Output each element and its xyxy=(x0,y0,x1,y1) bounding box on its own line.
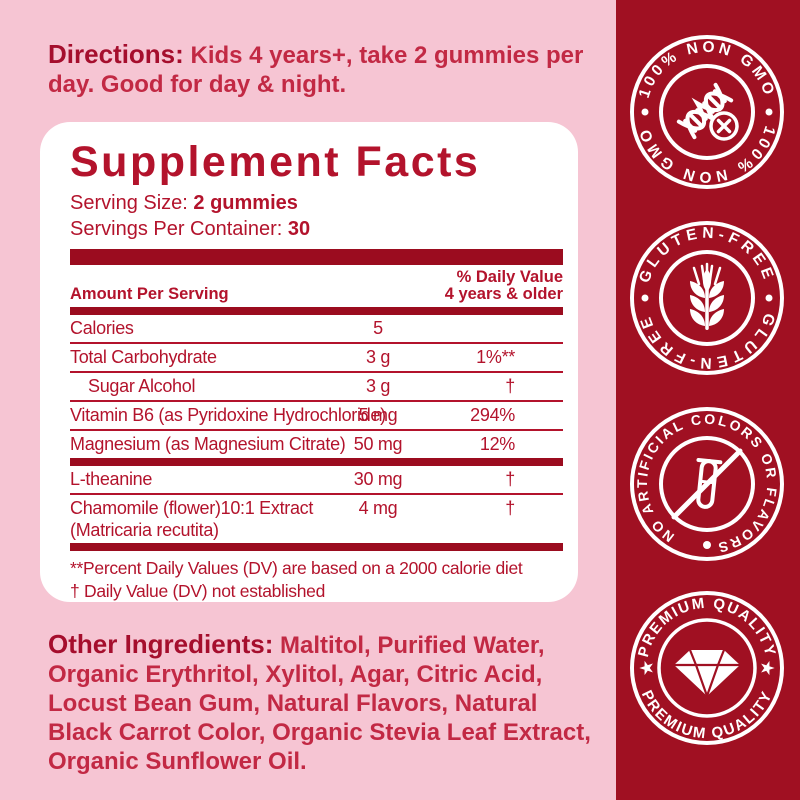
servings-per-container-line: Servings Per Container: 30 xyxy=(70,217,548,241)
serving-size-line: Serving Size: 2 gummies xyxy=(70,191,548,215)
servings-value: 30 xyxy=(287,218,311,240)
servings-label: Servings Per Container: xyxy=(70,218,283,240)
badge-no-artificial: NO ARTIFICIAL COLORS OR FLAVORS xyxy=(627,404,787,564)
fact-row: Calories 5 xyxy=(70,318,383,338)
col-daily-value: % Daily Value 4 years & older xyxy=(444,268,563,303)
footnote-dagger: † Daily Value (DV) not established xyxy=(70,581,326,601)
fact-row: Magnesium (as Magnesium Citrate) 50 mg 12% xyxy=(70,434,515,454)
fact-row: L-theanine 30 mg † xyxy=(70,469,515,489)
svg-text:PREMIUM QUALITY: PREMIUM QUALITY xyxy=(635,595,779,659)
row-separator xyxy=(70,371,563,373)
no-artificial-test-tube-icon: NO ARTIFICIAL COLORS OR FLAVORS xyxy=(630,407,784,561)
row-separator xyxy=(70,493,563,495)
fact-row: Sugar Alcohol 3 g † xyxy=(88,376,515,396)
row-separator xyxy=(70,458,563,466)
non-gmo-dna-icon: 100% NON GMO 100% NON GMO xyxy=(630,35,784,189)
col-amount-per-serving: Amount Per Serving xyxy=(70,285,229,303)
fact-row: Total Carbohydrate 3 g 1%** xyxy=(70,347,515,367)
directions-text: Kids 4 years+, take 2 gummies per day. G… xyxy=(48,42,584,98)
supplement-facts-title: Supplement Facts xyxy=(70,138,481,186)
directions-heading: Directions: xyxy=(48,39,184,69)
directions-section: Directions: Kids 4 years+, take 2 gummie… xyxy=(48,40,593,99)
svg-text:100% NON GMO: 100% NON GMO xyxy=(636,124,778,185)
serving-size-label: Serving Size: xyxy=(70,192,188,214)
badge-premium-quality: PREMIUM QUALITY PREMIUM QUALITY ★ ★ xyxy=(627,588,787,748)
star-icon: ★ xyxy=(639,660,656,675)
supplement-facts-panel: Supplement Facts Serving Size: 2 gummies… xyxy=(40,122,578,602)
badge-non-gmo: 100% NON GMO 100% NON GMO xyxy=(627,32,787,192)
fact-row: Chamomile (flower)10:1 Extract (Matricari… xyxy=(70,498,515,540)
footnote-percent-dv: **Percent Daily Values (DV) are based on… xyxy=(70,558,523,578)
other-ingredients-section: Other Ingredients: Maltitol, Purified Wa… xyxy=(48,630,604,776)
header-divider-bar xyxy=(70,307,563,315)
badge-sidebar: 100% NON GMO 100% NON GMO xyxy=(616,0,800,800)
row-separator xyxy=(70,543,563,551)
facts-table: Amount Per Serving % Daily Value 4 years… xyxy=(70,249,563,603)
footnotes: **Percent Daily Values (DV) are based on… xyxy=(70,557,563,603)
svg-text:100% NON GMO: 100% NON GMO xyxy=(636,39,778,100)
gluten-free-wheat-icon: GLUTEN-FREE GLUTEN-FREE xyxy=(630,221,784,375)
table-top-bar xyxy=(70,249,563,265)
table-column-headers: Amount Per Serving % Daily Value 4 years… xyxy=(70,265,563,307)
row-separator xyxy=(70,400,563,402)
row-separator xyxy=(70,342,563,344)
serving-size-value: 2 gummies xyxy=(193,192,298,214)
row-separator xyxy=(70,429,563,431)
premium-diamond-icon: PREMIUM QUALITY PREMIUM QUALITY ★ ★ xyxy=(630,591,784,745)
other-ingredients-text: Maltitol, Purified Water, Organic Erythr… xyxy=(48,632,591,775)
badge-gluten-free: GLUTEN-FREE GLUTEN-FREE xyxy=(627,218,787,378)
other-ingredients-heading: Other Ingredients: xyxy=(48,629,274,659)
fact-row: Vitamin B6 (as Pyridoxine Hydrochloride)… xyxy=(70,405,515,425)
star-icon: ★ xyxy=(758,661,775,676)
facts-rows: Calories 5 Total Carbohydrate 3 g 1%** Sugar … xyxy=(70,315,563,551)
